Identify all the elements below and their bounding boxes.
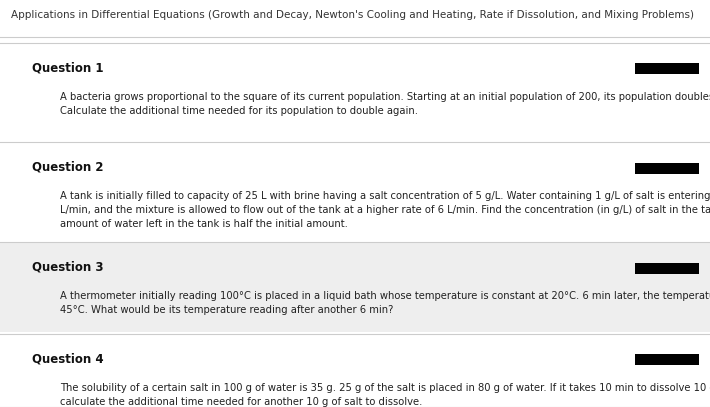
Text: A tank is initially filled to capacity of 25 L with brine having a salt concentr: A tank is initially filled to capacity o…: [60, 191, 710, 229]
Text: Question 4: Question 4: [32, 352, 104, 365]
FancyBboxPatch shape: [635, 163, 699, 174]
FancyBboxPatch shape: [0, 142, 710, 240]
FancyBboxPatch shape: [0, 242, 710, 332]
Text: The solubility of a certain salt in 100 g of water is 35 g. 25 g of the salt is : The solubility of a certain salt in 100 …: [60, 383, 710, 407]
Text: A thermometer initially reading 100°C is placed in a liquid bath whose temperatu: A thermometer initially reading 100°C is…: [60, 291, 710, 315]
Text: A bacteria grows proportional to the square of its current population. Starting : A bacteria grows proportional to the squ…: [60, 92, 710, 116]
Text: Question 2: Question 2: [32, 161, 104, 174]
FancyBboxPatch shape: [635, 354, 699, 365]
FancyBboxPatch shape: [635, 263, 699, 274]
Text: Applications in Differential Equations (Growth and Decay, Newton's Cooling and H: Applications in Differential Equations (…: [11, 10, 694, 20]
FancyBboxPatch shape: [635, 63, 699, 74]
Text: Question 1: Question 1: [32, 61, 104, 74]
Text: Question 3: Question 3: [32, 260, 104, 274]
FancyBboxPatch shape: [0, 43, 710, 140]
FancyBboxPatch shape: [0, 334, 710, 407]
